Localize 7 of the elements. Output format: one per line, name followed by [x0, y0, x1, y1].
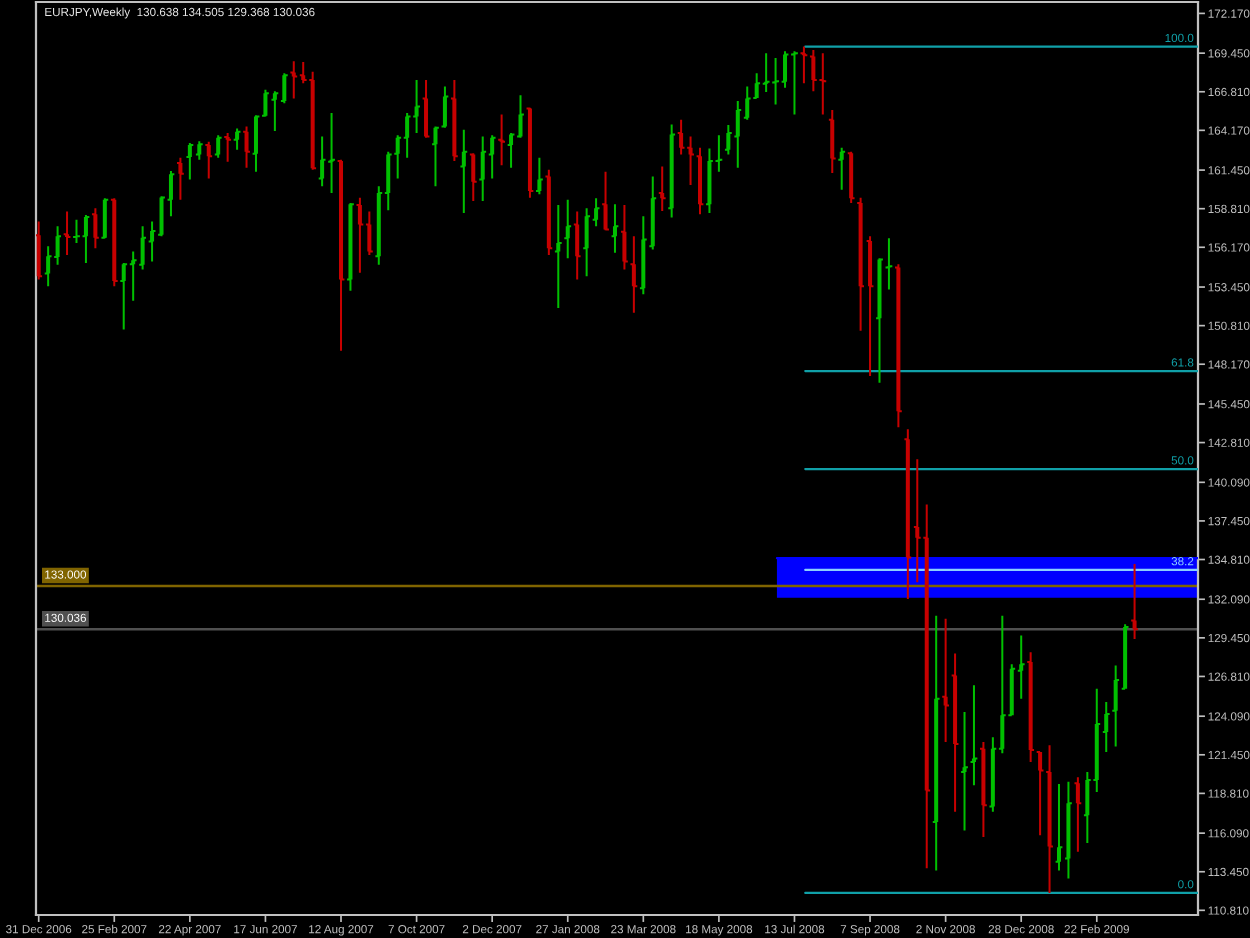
candlestick [961, 712, 968, 831]
candlestick [554, 205, 562, 309]
candlestick [970, 685, 978, 786]
candlestick [942, 618, 950, 742]
candlestick [328, 113, 335, 194]
candlestick [498, 114, 506, 166]
candlestick [885, 238, 893, 290]
